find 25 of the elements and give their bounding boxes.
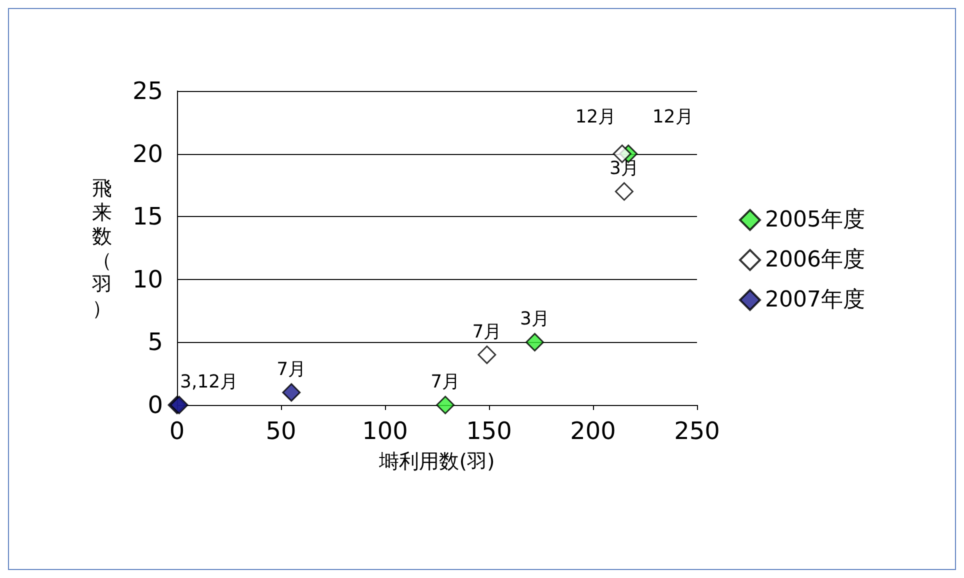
x-tick-label: 50 bbox=[266, 417, 296, 445]
x-tick-label: 200 bbox=[570, 417, 616, 445]
annotation: 7月 bbox=[430, 372, 460, 392]
y-tick-label: 15 bbox=[132, 202, 163, 231]
legend-label: 2007年度 bbox=[765, 288, 865, 312]
legend-label: 2006年度 bbox=[765, 248, 865, 272]
annotation: 12月 bbox=[575, 106, 616, 128]
x-tick-label: 250 bbox=[674, 417, 720, 445]
legend-label: 2005年度 bbox=[765, 208, 865, 232]
y-tick-label: 20 bbox=[132, 140, 163, 168]
y-tick-label: 0 bbox=[148, 391, 163, 419]
y-axis-title: 飛来数（羽） bbox=[91, 176, 112, 320]
annotation: 3,12月 bbox=[180, 372, 238, 392]
annotation: 7月 bbox=[472, 321, 502, 342]
y-tick-label: 5 bbox=[148, 328, 163, 356]
annotation: 7月 bbox=[276, 358, 306, 380]
annotation: 12月 bbox=[652, 106, 694, 128]
y-tick-label: 10 bbox=[132, 265, 163, 294]
annotation: 3月 bbox=[609, 158, 639, 179]
x-tick-label: 100 bbox=[362, 417, 408, 445]
annotation: 3月 bbox=[520, 308, 550, 330]
x-axis-title: 塒利用数(羽) bbox=[378, 449, 495, 473]
y-tick-label: 25 bbox=[132, 77, 163, 105]
x-tick-label: 150 bbox=[466, 417, 512, 445]
x-tick-label: 0 bbox=[169, 417, 185, 445]
